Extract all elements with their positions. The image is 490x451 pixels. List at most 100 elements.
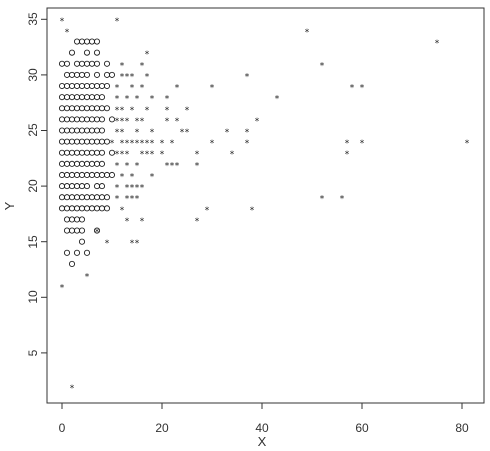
circle-point	[68, 171, 76, 179]
star-point: *	[170, 161, 175, 171]
star-point: *	[245, 128, 250, 138]
star-point: *	[125, 72, 130, 82]
circle-point	[103, 171, 111, 179]
star-point: *	[110, 139, 115, 149]
circle-point	[68, 71, 76, 78]
y-tick-label-10: 10	[26, 290, 40, 304]
star-point: *	[255, 117, 260, 127]
circle-point	[103, 60, 111, 67]
circle-point	[83, 171, 91, 179]
circle-point	[58, 60, 66, 67]
y-tick-label-30: 30	[26, 68, 40, 82]
circle-point	[98, 82, 106, 90]
circle-point	[78, 116, 86, 123]
circle-point	[58, 194, 66, 201]
star-point: *	[70, 384, 75, 394]
x-tick-label-80: 80	[455, 421, 469, 435]
circle-point	[78, 160, 86, 167]
circle-point	[63, 60, 71, 67]
circle-point	[63, 249, 71, 256]
star-point: *	[210, 84, 215, 94]
y-tick-label-5: 5	[26, 349, 40, 356]
circle-point	[58, 94, 66, 101]
circle-point	[78, 127, 86, 134]
star-point: *	[115, 117, 120, 127]
star-point: *	[140, 139, 145, 149]
circle-point	[88, 82, 96, 90]
circle-point	[73, 205, 81, 212]
circle-point	[68, 94, 76, 101]
circle-point	[73, 249, 81, 256]
circle-point	[103, 205, 111, 212]
star-point: *	[195, 150, 200, 160]
circle-point	[78, 149, 86, 156]
circle-point	[93, 127, 101, 134]
circle-point	[88, 105, 96, 112]
circle-point	[78, 205, 86, 212]
circle-point	[103, 82, 111, 90]
circle-point	[83, 183, 91, 190]
star-point: *	[140, 117, 145, 127]
circle-point	[88, 138, 96, 145]
star-point: *	[125, 184, 130, 194]
circle-point	[83, 49, 91, 56]
circle-point	[103, 138, 111, 145]
star-point: *	[130, 184, 135, 194]
circle-point	[88, 171, 96, 179]
circle-point	[68, 149, 76, 156]
circle-point	[88, 60, 96, 67]
circle-point	[78, 194, 86, 201]
circle-point	[63, 194, 71, 201]
star-point: *	[145, 50, 150, 60]
circle-point	[83, 60, 91, 67]
circle-point	[78, 71, 86, 78]
star-point: *	[120, 172, 125, 182]
x-axis-ticks	[61, 403, 463, 409]
star-point: *	[150, 128, 155, 138]
circle-point	[108, 116, 116, 123]
star-point: *	[120, 139, 125, 149]
circle-point	[98, 160, 106, 167]
star-point: *	[115, 106, 120, 116]
star-point: *	[60, 17, 65, 27]
circle-point	[63, 105, 71, 112]
star-point: *	[175, 117, 180, 127]
star-point: *	[140, 84, 145, 94]
circle-point	[63, 127, 71, 134]
x-tick-label-0: 0	[59, 421, 66, 435]
star-point: *	[130, 106, 135, 116]
star-point: *	[345, 150, 350, 160]
star-point: *	[160, 150, 165, 160]
circle-point	[73, 94, 81, 101]
circle-point	[98, 138, 106, 145]
star-point: *	[125, 161, 130, 171]
circle-point	[63, 82, 71, 90]
star-point: *	[160, 139, 165, 149]
circle-point	[93, 149, 101, 156]
plot-frame	[46, 7, 485, 404]
circle-point	[73, 171, 81, 179]
star-point: *	[150, 139, 155, 149]
star-point: *	[360, 84, 365, 94]
x-axis-label: X	[258, 434, 267, 449]
circle-point	[98, 149, 106, 156]
circle-point	[98, 183, 106, 190]
circle-point	[83, 138, 91, 145]
circle-point	[73, 71, 81, 78]
circle-point	[68, 105, 76, 112]
star-point: *	[145, 106, 150, 116]
star-point: *	[165, 161, 170, 171]
circle-point	[93, 194, 101, 201]
star-point: *	[130, 172, 135, 182]
star-point: *	[360, 139, 365, 149]
circle-point	[93, 138, 101, 145]
star-point: *	[150, 150, 155, 160]
circle-point	[63, 183, 71, 190]
circle-point	[58, 183, 66, 190]
circle-point	[93, 60, 101, 67]
circle-point	[68, 205, 76, 212]
circle-point	[73, 127, 81, 134]
star-point: *	[130, 195, 135, 205]
circle-point	[73, 116, 81, 123]
circle-point	[58, 149, 66, 156]
